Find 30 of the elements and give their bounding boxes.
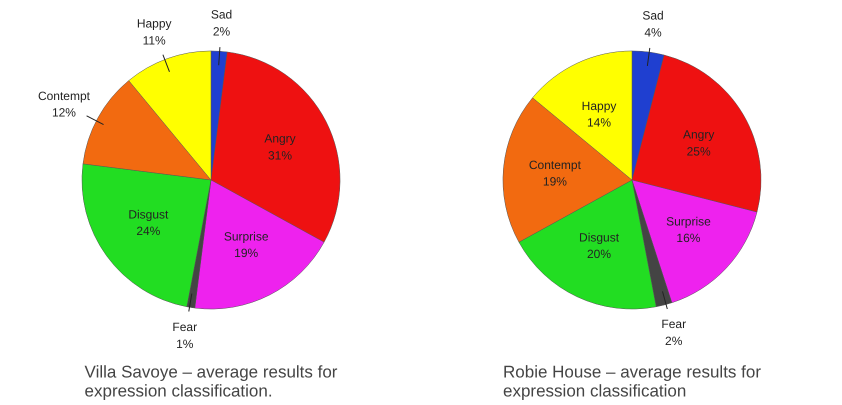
slice-label: Surprise	[666, 214, 712, 228]
data-label: 11%	[142, 33, 166, 48]
data-label: 19%	[234, 246, 258, 260]
slice-label: Fear	[661, 317, 686, 331]
slice-label: Sad	[210, 8, 232, 22]
slice-label: Happy	[582, 98, 616, 113]
data-label: 31%	[268, 148, 292, 162]
data-label: 2%	[665, 334, 683, 348]
slice-label: Contempt	[528, 158, 582, 172]
data-label: 2%	[212, 24, 231, 38]
text: Villa Savoye – average results for expression classification.	[84, 362, 338, 400]
data-label: 24%	[136, 224, 161, 238]
data-label: 16%	[676, 231, 701, 246]
slice-label: Angry	[264, 132, 296, 146]
text: Robie House – average results for expression classification	[503, 362, 762, 400]
slice-label: Fear	[172, 320, 198, 334]
slice-label: Surprise	[224, 229, 269, 244]
slice-label: Angry	[682, 128, 714, 142]
data-label: 25%	[686, 144, 711, 158]
slice-label: Happy	[136, 16, 172, 31]
slice-label: Sad	[642, 8, 664, 22]
data-label: 12%	[52, 106, 76, 120]
slice-label: Contempt	[38, 88, 91, 103]
data-label: 14%	[587, 116, 612, 130]
data-label: 19%	[542, 174, 568, 189]
data-label: 1%	[176, 336, 194, 351]
slice-label: Disgust	[128, 207, 170, 222]
data-label: 20%	[587, 247, 612, 262]
slice-label: Disgust	[579, 230, 620, 244]
data-label: 4%	[644, 25, 662, 40]
